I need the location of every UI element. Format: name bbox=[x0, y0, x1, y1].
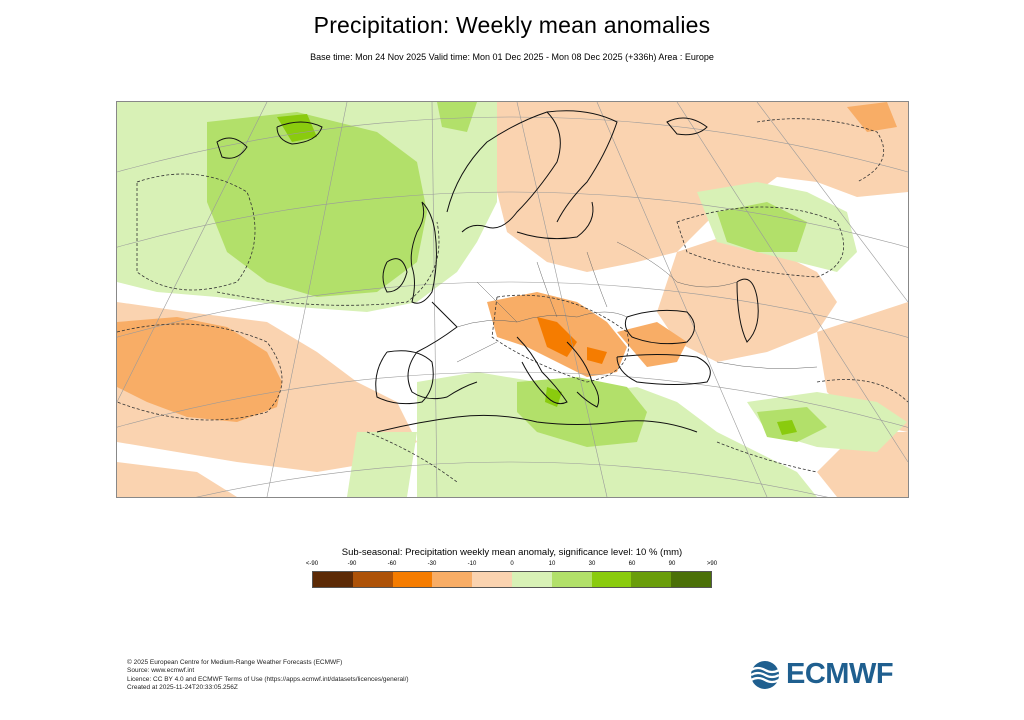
footer-licence: Licence: CC BY 4.0 and ECMWF Terms of Us… bbox=[127, 675, 409, 683]
legend-swatch bbox=[313, 572, 353, 587]
precipitation-map bbox=[116, 101, 909, 498]
legend-title: Sub-seasonal: Precipitation weekly mean … bbox=[341, 547, 683, 558]
significance-contours bbox=[117, 118, 908, 483]
legend-swatch bbox=[671, 572, 711, 587]
legend-swatch bbox=[511, 572, 552, 587]
coastlines bbox=[216, 110, 759, 433]
legend-tick: -10 bbox=[467, 561, 477, 567]
page-title: Precipitation: Weekly mean anomalies bbox=[313, 12, 711, 38]
legend-swatch bbox=[591, 572, 632, 587]
footer-source: Source: www.ecmwf.int bbox=[127, 667, 195, 675]
dark-orange-anomaly-regions bbox=[537, 317, 607, 364]
legend-ticks: <-90 -90 -60 -30 -10 0 10 30 60 90 >90 bbox=[0, 561, 1024, 571]
legend-tick: -90 bbox=[347, 561, 357, 567]
page-subtitle: Base time: Mon 24 Nov 2025 Valid time: M… bbox=[310, 52, 714, 62]
legend-tick: 60 bbox=[628, 561, 636, 567]
legend-tick: 90 bbox=[668, 561, 676, 567]
footer-created: Created at 2025-11-24T20:33:05.256Z bbox=[127, 683, 238, 691]
legend-tick: -30 bbox=[427, 561, 437, 567]
ecmwf-logo: ECMWF bbox=[748, 658, 908, 690]
legend-tick: -60 bbox=[387, 561, 397, 567]
legend-color-bar bbox=[312, 571, 712, 588]
country-borders bbox=[456, 241, 818, 369]
graticule bbox=[117, 102, 908, 497]
legend-swatch bbox=[432, 572, 473, 587]
legend-tick: 10 bbox=[548, 561, 556, 567]
legend-tick: >90 bbox=[706, 561, 718, 567]
legend-swatch bbox=[551, 572, 592, 587]
ecmwf-logo-text: ECMWF bbox=[786, 658, 894, 690]
legend-tick: <-90 bbox=[305, 561, 319, 567]
green-anomaly-regions bbox=[207, 102, 827, 447]
ecmwf-logo-icon bbox=[750, 661, 780, 689]
legend-swatch bbox=[392, 572, 433, 587]
legend-swatch bbox=[472, 572, 512, 587]
legend-tick: 30 bbox=[588, 561, 596, 567]
legend-swatch bbox=[352, 572, 393, 587]
footer-credits: © 2025 European Centre for Medium-Range … bbox=[127, 659, 409, 692]
legend-swatch bbox=[631, 572, 672, 587]
map-canvas bbox=[117, 102, 908, 497]
legend-tick: 0 bbox=[510, 561, 514, 567]
strong-green-anomaly-regions bbox=[277, 114, 797, 435]
footer-copyright: © 2025 European Centre for Medium-Range … bbox=[127, 659, 343, 666]
